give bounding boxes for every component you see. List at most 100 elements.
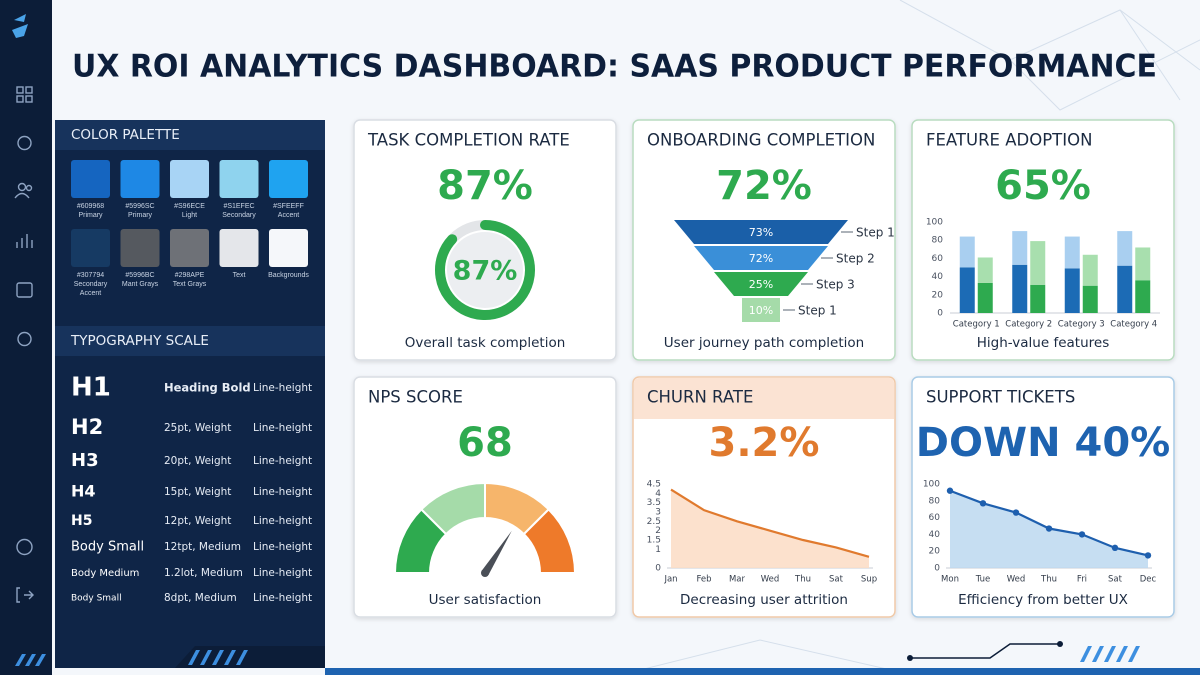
swatch-code: #307794 (76, 272, 105, 279)
y-tick-label: 3.5 (647, 498, 661, 508)
card-title: FEATURE ADOPTION (926, 131, 1092, 150)
bar-segment (1117, 265, 1133, 313)
type-line-height: Line-height (253, 486, 312, 498)
kpi-card: TASK COMPLETION RATE 87% Overall task comp… (353, 119, 617, 361)
nav-logout-icon[interactable] (16, 587, 34, 603)
bar-segment (1117, 231, 1133, 266)
bottom-bar (325, 668, 1200, 675)
donut-arc (435, 220, 535, 320)
bar-segment (1135, 247, 1151, 281)
decor (175, 646, 325, 668)
bar-segment (977, 257, 993, 283)
y-tick-label: 0 (655, 564, 661, 574)
card-header (634, 378, 894, 419)
card-kpi: DOWN 40% (916, 420, 1170, 466)
donut-label: 87% (453, 256, 518, 287)
card-kpi: 68 (457, 420, 513, 466)
nav-chart-icon[interactable] (16, 234, 33, 248)
y-tick-label: 1 (655, 545, 661, 555)
funnel-step: Step 3 (816, 278, 855, 292)
y-tick-label: 100 (923, 480, 940, 490)
swatch-code: #S1EFEC (223, 203, 255, 210)
y-tick-label: 20 (929, 547, 941, 557)
card-title: TASK COMPLETION RATE (367, 131, 570, 150)
color-swatch (269, 160, 308, 198)
line-point (979, 500, 987, 507)
swatch-code: #SFEEFF (273, 203, 304, 210)
type-spec: 25pt, Weight (164, 422, 231, 434)
x-tick-label: Category 2 (1005, 320, 1052, 330)
nav-reports-icon[interactable] (16, 282, 33, 298)
x-tick-label: Mon (941, 575, 959, 585)
x-tick-label: Jan (663, 575, 677, 585)
swatch-label: #S96ECE Light (165, 202, 215, 220)
style-panel (55, 120, 325, 668)
nav-dashboard-icon[interactable] (16, 86, 33, 103)
y-tick-label: 0 (937, 309, 943, 319)
type-spec: 8dpt, Medium (164, 592, 237, 604)
y-tick-label: 40 (929, 530, 941, 540)
decor (0, 648, 52, 675)
bar-segment (1012, 264, 1028, 313)
kpi-card: NPS SCORE 68 User satisfaction (353, 376, 617, 618)
panel-header (55, 326, 325, 356)
swatch-name: Accent (277, 212, 300, 219)
bar-segment (1012, 231, 1028, 265)
nav-settings-icon[interactable] (17, 135, 32, 151)
y-tick-label: 4 (655, 489, 661, 499)
funnel-step: Step 1 (856, 226, 895, 240)
card-caption: Efficiency from better UX (958, 592, 1128, 608)
type-style: H5 (71, 513, 92, 529)
x-tick-label: Thu (1040, 575, 1057, 585)
card-kpi: 65% (995, 163, 1091, 209)
line-point (1111, 544, 1119, 552)
bar-segment (959, 267, 975, 313)
type-line-height: Line-height (253, 382, 312, 394)
nav-help-icon[interactable] (16, 538, 33, 556)
page-title: UX ROI ANALYTICS DASHBOARD: SAAS PRODUCT… (72, 49, 1157, 85)
line-area (671, 489, 869, 568)
funnel-step: Step 1 (798, 304, 837, 318)
color-swatch (170, 160, 209, 198)
x-tick-label: Category 3 (1058, 320, 1105, 330)
color-swatch (71, 160, 110, 198)
funnel-label: 73% (749, 226, 773, 239)
funnel-stage (674, 220, 848, 244)
funnel-label: 25% (749, 278, 773, 291)
bar-segment (1082, 285, 1098, 313)
x-tick-label: Dec (1140, 575, 1157, 585)
funnel-stage (742, 298, 780, 322)
swatch-name: Secondary (222, 212, 256, 219)
color-swatch (219, 229, 259, 267)
nav-users-icon[interactable] (14, 182, 33, 199)
card-title: SUPPORT TICKETS (926, 388, 1075, 407)
swatch-name: Light (181, 212, 198, 219)
nav-settings2-icon[interactable] (17, 331, 32, 347)
decor-stripes (15, 654, 46, 666)
palette-heading: COLOR PALETTE (71, 127, 180, 143)
card-kpi: 87% (437, 163, 533, 209)
gauge-hub (481, 569, 489, 577)
type-style: Body Small (71, 540, 144, 555)
type-line-height: Line-height (253, 567, 312, 579)
swatch-label: Text (214, 271, 264, 280)
swatch-code: #S96ECE (174, 203, 205, 210)
sidebar (0, 0, 52, 675)
y-tick-label: 100 (926, 218, 943, 228)
decor-stripes (188, 646, 1140, 665)
card-caption: High-value features (977, 335, 1109, 351)
swatch-name: Primary (78, 212, 103, 219)
logo (12, 14, 28, 38)
type-style: H3 (71, 450, 99, 471)
type-style: H4 (71, 482, 96, 501)
kpi-card: FEATURE ADOPTION 65% High-value features 0 2… (911, 119, 1175, 361)
line-point (1012, 509, 1020, 516)
type-style: H2 (71, 415, 103, 439)
kpi-card: SUPPORT TICKETS DOWN 40% Efficiency from b… (911, 376, 1175, 618)
type-spec: 15pt, Weight (164, 486, 231, 498)
x-tick-label: Thu (794, 575, 811, 585)
y-tick-label: 60 (932, 254, 944, 264)
card-frame (911, 119, 1175, 361)
panel-header (55, 120, 325, 150)
